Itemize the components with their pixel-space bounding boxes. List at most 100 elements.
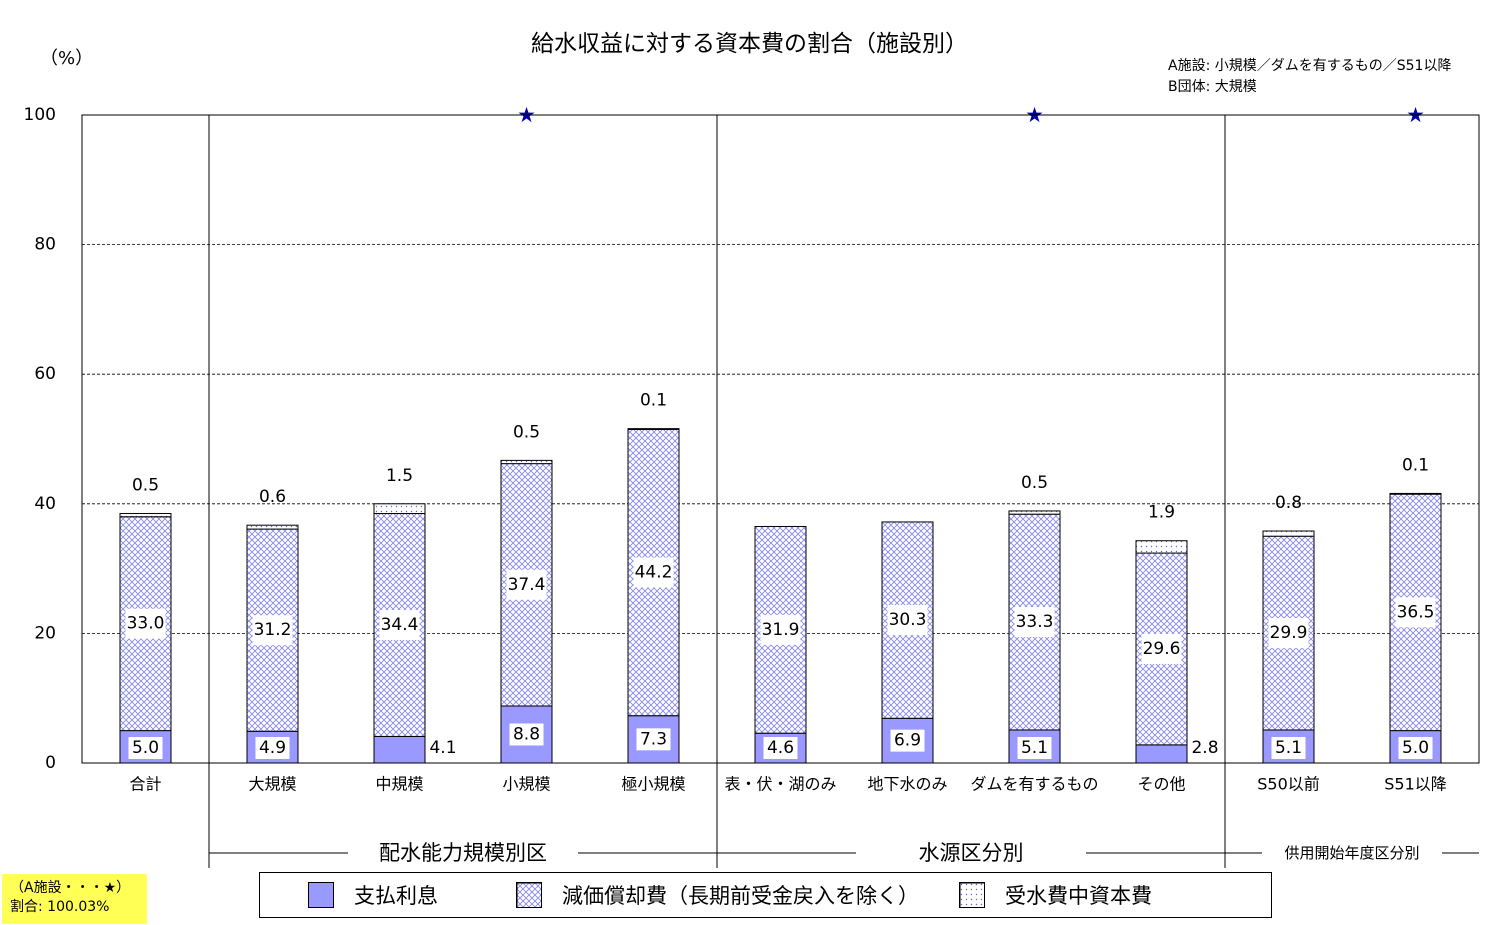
stacked-bar-chart: 5.0 33.0 0.5 4.9 31.2 0.6 4.1 34.4 1.5 8.8 37.4 0.5…	[24, 103, 1480, 868]
data-label-bg	[890, 729, 925, 752]
data-label-purchased-water: 1.9	[1148, 503, 1175, 523]
data-label-interest: 5.1	[1021, 738, 1048, 758]
x-category-label: 地下水のみ	[867, 775, 947, 794]
data-label-bg	[128, 737, 163, 759]
data-label-depreciation: 33.0	[127, 614, 165, 634]
group-label: 供用開始年度区分別	[1284, 844, 1419, 862]
data-label-bg	[426, 737, 460, 759]
x-category-label: その他	[1137, 775, 1185, 794]
bar-segment-purchased-water	[246, 524, 299, 530]
data-label-interest: 4.9	[259, 738, 286, 758]
data-label-bg	[379, 609, 420, 640]
data-label-bg	[1188, 737, 1222, 759]
legend-item-interest: 支払利息	[308, 880, 438, 910]
bar-segment-purchased-water	[373, 503, 426, 515]
bar-segment-purchased-water	[500, 459, 553, 465]
legend-swatch-interest	[308, 882, 334, 908]
axis-layer: 0 20 40 60 80 100 合計 大規模 中規模 小規模 極小規模 表・伏・湖のみ 地下水のみ ダ…	[24, 105, 1480, 868]
x-category-label: 中規模	[375, 775, 423, 794]
bar-segment-interest	[1135, 744, 1188, 764]
annotation-line-b: B団体: 大規模	[1168, 79, 1257, 95]
data-label-purchased-water: 0.1	[640, 391, 667, 411]
data-label-bg	[1141, 633, 1182, 664]
annotation-line-a: A施設: 小規模／ダムを有するもの／S51以降	[1168, 58, 1452, 74]
y-tick-label: 20	[34, 623, 56, 643]
data-label-depreciation: 29.6	[1143, 639, 1181, 659]
legend-swatch-depreciation	[516, 882, 542, 908]
x-category-label: S51以降	[1384, 775, 1447, 794]
bars-layer	[119, 428, 1442, 764]
data-label-interest: 5.1	[1275, 738, 1302, 758]
data-label-bg	[1017, 737, 1052, 759]
data-label-depreciation: 31.9	[762, 620, 800, 640]
labels-layer: 5.0 33.0 0.5 4.9 31.2 0.6 4.1 34.4 1.5 8.8 37.4 0.5…	[125, 103, 1436, 759]
data-label-interest: 2.8	[1191, 738, 1218, 758]
data-label-depreciation: 33.3	[1016, 612, 1054, 632]
plot-area-frame	[81, 114, 1480, 764]
x-category-label: S50以前	[1257, 775, 1320, 794]
legend: 支払利息 減価償却費（長期前受金戻入を除く） 受水費中資本費	[259, 872, 1272, 918]
data-label-bg	[125, 608, 166, 639]
data-label-depreciation: 29.9	[1270, 623, 1308, 643]
star-note-line1: （A施設・・・★）	[10, 880, 131, 896]
chart-title: 給水収益に対する資本費の割合（施設別）	[531, 31, 968, 57]
bar-segment-purchased-water	[1262, 530, 1315, 537]
x-category-label: 表・伏・湖のみ	[724, 775, 836, 794]
data-label-bg	[255, 737, 290, 759]
data-label-interest: 5.0	[132, 738, 159, 758]
data-label-purchased-water: 0.6	[259, 487, 286, 507]
data-label-bg	[509, 723, 544, 746]
y-tick-label: 60	[34, 364, 56, 384]
data-label-interest: 4.1	[429, 738, 456, 758]
star-note-line2: 割合: 100.03%	[10, 899, 110, 915]
data-label-bg	[887, 605, 928, 636]
bar-segment-purchased-water	[1389, 492, 1442, 495]
group-label: 配水能力規模別区	[379, 841, 547, 865]
legend-swatch-purchased-water	[959, 882, 985, 908]
bar-segment-purchased-water	[1135, 540, 1188, 554]
y-tick-label: 80	[34, 235, 56, 255]
data-label-depreciation: 44.2	[635, 562, 673, 582]
data-label-depreciation: 36.5	[1397, 602, 1435, 622]
data-label-bg	[763, 737, 798, 759]
legend-item-purchased-water: 受水費中資本費	[959, 880, 1152, 910]
data-label-interest: 4.6	[767, 738, 794, 758]
group-label: 水源区分別	[919, 841, 1024, 865]
x-category-label: 大規模	[248, 775, 296, 794]
bar-segment-purchased-water	[627, 428, 680, 430]
data-label-bg	[1395, 597, 1436, 628]
data-label-purchased-water: 0.5	[132, 476, 159, 496]
data-label-purchased-water: 0.1	[1402, 455, 1429, 475]
bar-segment-purchased-water	[119, 513, 172, 518]
data-label-interest: 8.8	[513, 724, 540, 744]
data-label-depreciation: 34.4	[381, 615, 419, 635]
data-label-bg	[1268, 618, 1309, 649]
data-label-depreciation: 31.2	[254, 620, 292, 640]
data-label-bg	[1014, 607, 1055, 638]
data-label-depreciation: 37.4	[508, 575, 546, 595]
x-category-label: 小規模	[502, 775, 550, 794]
bar-segment-purchased-water	[1008, 510, 1061, 515]
y-tick-label: 100	[24, 105, 56, 125]
y-tick-label: 40	[34, 494, 56, 514]
legend-label-depreciation: 減価償却費（長期前受金戻入を除く）	[562, 884, 919, 908]
data-label-bg	[636, 728, 671, 751]
data-label-bg	[1271, 737, 1306, 759]
annotation-box: A施設: 小規模／ダムを有するもの／S51以降 B団体: 大規模	[1168, 56, 1451, 98]
data-label-purchased-water: 0.8	[1275, 493, 1302, 513]
bar-segment-interest	[373, 735, 426, 764]
y-tick-label: 0	[45, 753, 56, 773]
y-axis-unit-label: （%）	[40, 48, 94, 69]
data-label-depreciation: 30.3	[889, 610, 927, 630]
x-category-label: ダムを有するもの	[970, 775, 1098, 794]
data-label-bg	[252, 615, 293, 646]
data-label-interest: 6.9	[894, 731, 921, 751]
data-label-bg	[760, 614, 801, 645]
star-note-box: （A施設・・・★） 割合: 100.03%	[2, 874, 147, 924]
data-label-bg	[633, 557, 674, 588]
legend-label-purchased-water: 受水費中資本費	[1005, 884, 1152, 908]
legend-item-depreciation: 減価償却費（長期前受金戻入を除く）	[516, 880, 919, 910]
data-label-interest: 7.3	[640, 729, 667, 749]
data-label-purchased-water: 1.5	[386, 466, 413, 486]
data-label-bg	[1398, 737, 1433, 759]
